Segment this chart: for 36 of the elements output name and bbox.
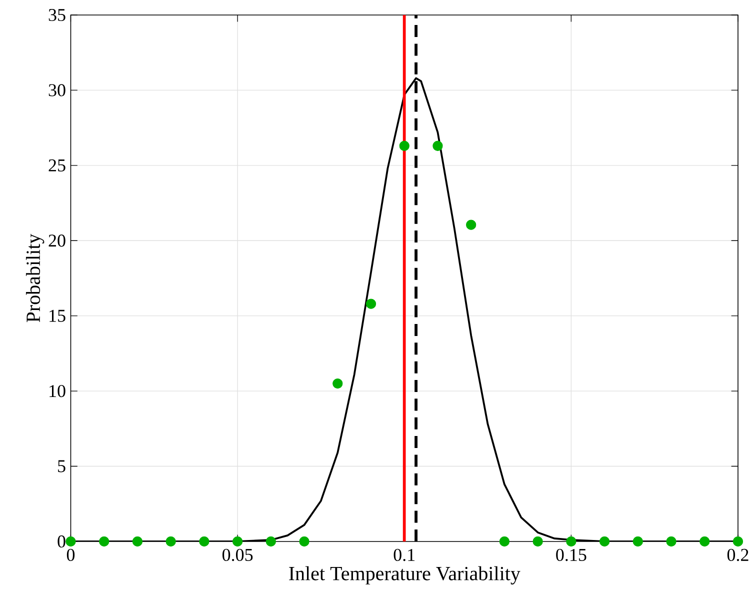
y-tick-label: 5 <box>58 460 66 472</box>
point <box>399 141 410 152</box>
point <box>632 536 643 547</box>
point <box>666 536 676 547</box>
point <box>499 536 510 547</box>
point <box>732 536 744 547</box>
point <box>299 536 310 547</box>
y-tick-label: 15 <box>50 310 66 322</box>
y-tick-label: 10 <box>50 385 66 398</box>
point <box>700 536 710 547</box>
y-tick-label: 25 <box>48 160 66 172</box>
point <box>266 536 276 547</box>
point <box>532 536 543 547</box>
y-tick-label: 30 <box>48 84 66 97</box>
point <box>599 536 610 547</box>
point <box>566 536 576 547</box>
x-tick-label: 0.05 <box>222 549 253 562</box>
point <box>432 141 443 152</box>
point <box>366 298 376 310</box>
point <box>99 536 110 547</box>
y-tick-label: 0 <box>58 536 66 548</box>
x-tick-label: 0 <box>66 549 75 562</box>
point <box>466 220 476 230</box>
x-axis-title: Inlet Temperature Variability <box>289 566 520 585</box>
point <box>132 536 143 547</box>
point <box>66 536 76 547</box>
x-tick-label: 0.15 <box>556 549 586 562</box>
y-tick-label: 20 <box>48 234 66 247</box>
y-axis-title: Probability <box>26 234 44 322</box>
point <box>232 536 243 547</box>
x-tick-label: 0.1 <box>394 549 415 562</box>
x-tick-label: 0.2 <box>727 549 748 562</box>
point <box>332 378 343 389</box>
y-tick-label: 35 <box>48 9 66 22</box>
point <box>199 536 210 547</box>
point <box>166 536 176 547</box>
